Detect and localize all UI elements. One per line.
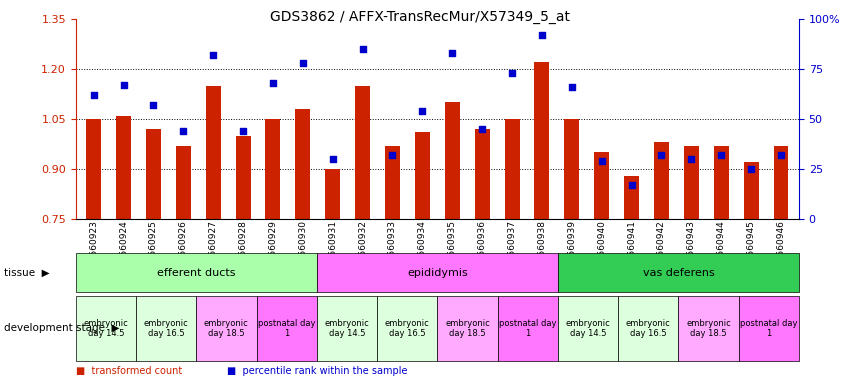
- Point: [715, 152, 728, 158]
- Text: epididymis: epididymis: [407, 268, 468, 278]
- Point: [655, 152, 669, 158]
- Text: embryonic
day 18.5: embryonic day 18.5: [686, 319, 731, 338]
- Text: GDS3862 / AFFX-TransRecMur/X57349_5_at: GDS3862 / AFFX-TransRecMur/X57349_5_at: [271, 10, 570, 23]
- Point: [565, 84, 579, 90]
- Bar: [654, 142, 669, 219]
- Bar: [595, 152, 609, 219]
- Point: [296, 60, 309, 66]
- Text: ■  transformed count: ■ transformed count: [76, 366, 182, 376]
- Point: [236, 128, 250, 134]
- Bar: [474, 129, 489, 219]
- Point: [267, 80, 280, 86]
- Point: [625, 182, 638, 188]
- Point: [146, 102, 160, 108]
- Bar: [624, 175, 639, 219]
- Text: vas deferens: vas deferens: [643, 268, 714, 278]
- Point: [475, 126, 489, 132]
- Text: embryonic
day 14.5: embryonic day 14.5: [566, 319, 611, 338]
- Point: [744, 166, 758, 172]
- Text: postnatal day
1: postnatal day 1: [258, 319, 315, 338]
- Bar: [743, 162, 759, 219]
- Point: [356, 46, 369, 52]
- Text: development stage  ▶: development stage ▶: [4, 323, 119, 333]
- Bar: [176, 146, 191, 219]
- Bar: [206, 86, 220, 219]
- Text: embryonic
day 16.5: embryonic day 16.5: [626, 319, 670, 338]
- Point: [415, 108, 429, 114]
- Bar: [445, 103, 460, 219]
- Point: [446, 50, 459, 56]
- Text: embryonic
day 14.5: embryonic day 14.5: [83, 319, 128, 338]
- Bar: [325, 169, 341, 219]
- Text: embryonic
day 16.5: embryonic day 16.5: [144, 319, 188, 338]
- Bar: [415, 132, 430, 219]
- Point: [775, 152, 788, 158]
- Bar: [564, 119, 579, 219]
- Text: embryonic
day 18.5: embryonic day 18.5: [445, 319, 489, 338]
- Point: [535, 32, 548, 38]
- Point: [595, 158, 608, 164]
- Bar: [116, 116, 131, 219]
- Point: [117, 82, 130, 88]
- Bar: [684, 146, 699, 219]
- Point: [505, 70, 519, 76]
- Bar: [266, 119, 280, 219]
- Bar: [235, 136, 251, 219]
- Text: efferent ducts: efferent ducts: [157, 268, 235, 278]
- Point: [326, 156, 340, 162]
- Text: ■  percentile rank within the sample: ■ percentile rank within the sample: [227, 366, 408, 376]
- Point: [177, 128, 190, 134]
- Bar: [385, 146, 400, 219]
- Text: postnatal day
1: postnatal day 1: [499, 319, 557, 338]
- Bar: [295, 109, 310, 219]
- Bar: [86, 119, 101, 219]
- Text: tissue  ▶: tissue ▶: [4, 268, 50, 278]
- Point: [87, 92, 100, 98]
- Text: embryonic
day 14.5: embryonic day 14.5: [325, 319, 369, 338]
- Point: [386, 152, 399, 158]
- Bar: [774, 146, 789, 219]
- Bar: [534, 63, 549, 219]
- Text: postnatal day
1: postnatal day 1: [740, 319, 797, 338]
- Point: [685, 156, 698, 162]
- Text: embryonic
day 16.5: embryonic day 16.5: [385, 319, 430, 338]
- Point: [206, 52, 220, 58]
- Text: embryonic
day 18.5: embryonic day 18.5: [204, 319, 249, 338]
- Bar: [355, 86, 370, 219]
- Bar: [146, 129, 161, 219]
- Bar: [714, 146, 728, 219]
- Bar: [505, 119, 520, 219]
